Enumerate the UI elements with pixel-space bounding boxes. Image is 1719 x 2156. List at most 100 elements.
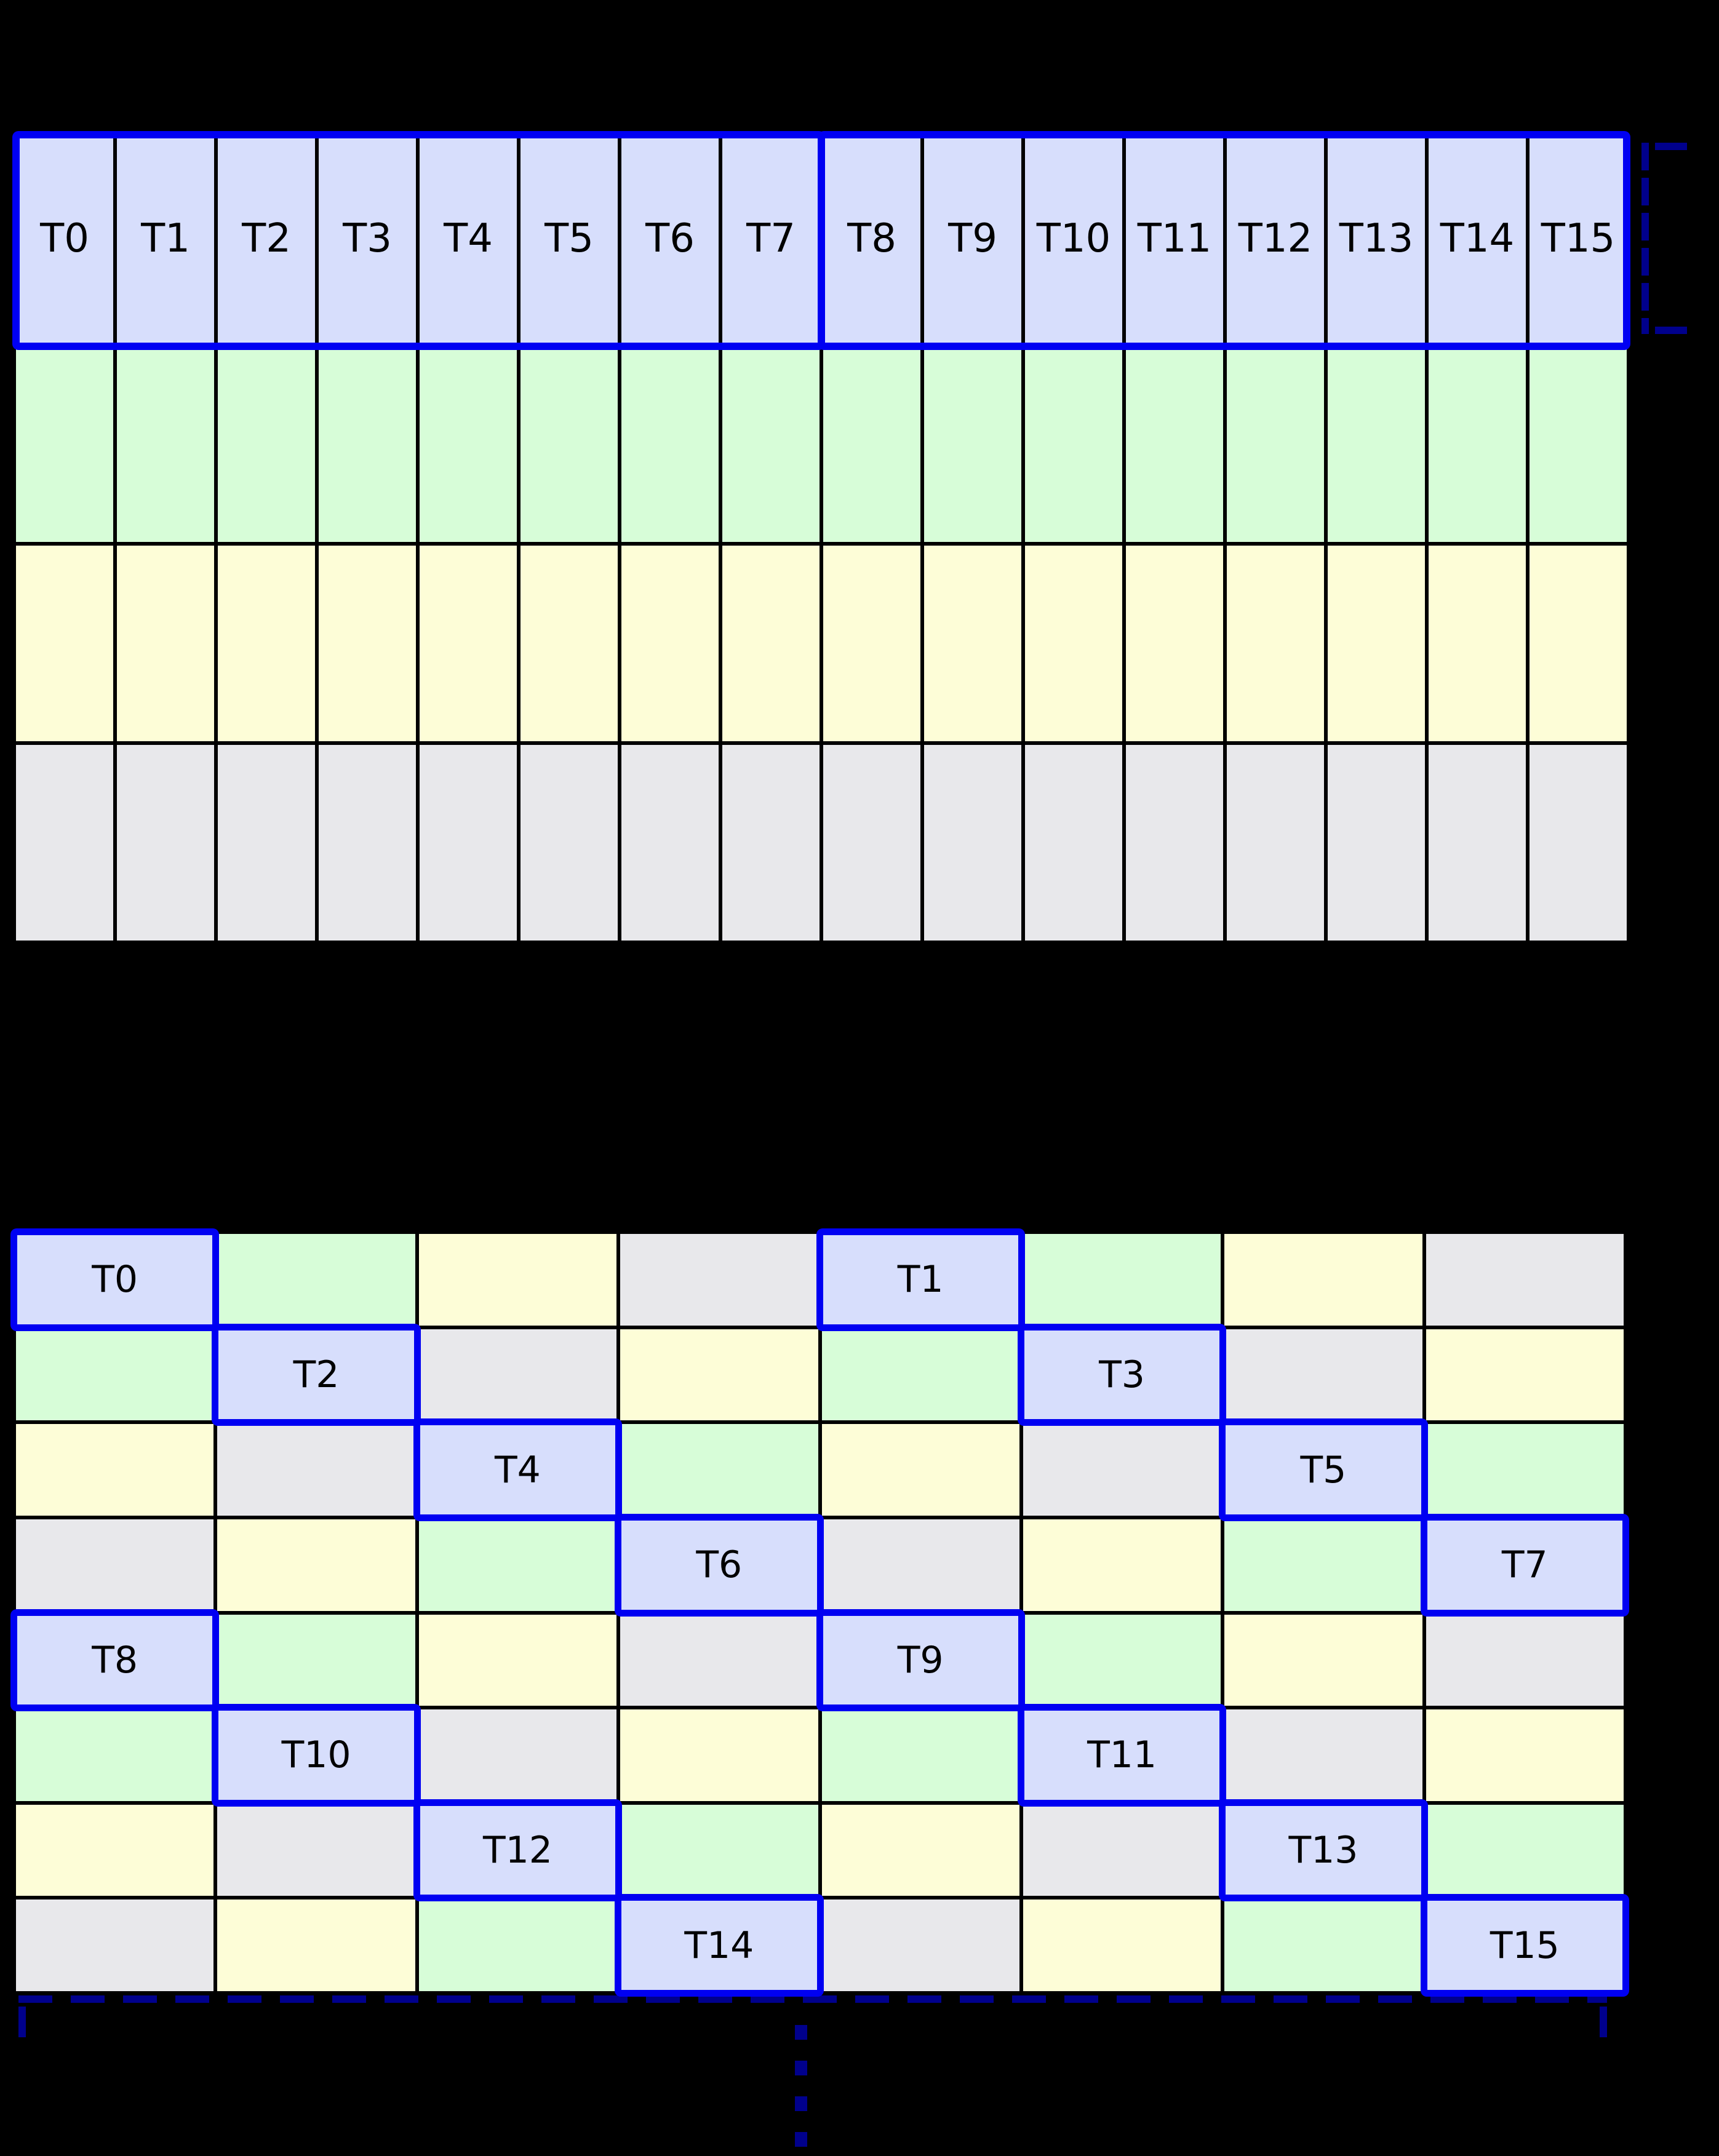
thread-label: T4 xyxy=(444,216,493,261)
memory-cell xyxy=(16,1329,214,1421)
strided-access-table: T0 T1 T2 T3 T4 T5 T6 T7 T8 T9 T10 T11 T12 T13 T14 T15 xyxy=(10,1228,1629,1997)
memory-cell xyxy=(418,1329,617,1421)
thread-label: T2 xyxy=(293,1353,340,1396)
memory-cell xyxy=(823,546,920,741)
thread-cell: T4 xyxy=(413,1418,623,1521)
memory-cell xyxy=(924,346,1021,542)
memory-cell xyxy=(418,1709,617,1801)
memory-cell xyxy=(420,346,517,542)
thread-label: T12 xyxy=(482,1829,552,1872)
thread-label: T11 xyxy=(1087,1733,1157,1777)
thread-label: T10 xyxy=(1036,216,1111,261)
memory-cell xyxy=(418,1519,617,1611)
memory-cell xyxy=(823,346,920,542)
thread-label: T14 xyxy=(684,1923,754,1967)
thread-label: T13 xyxy=(1339,216,1414,261)
thread-cell: T5 xyxy=(520,135,618,343)
memory-cell xyxy=(1023,1804,1221,1896)
thread-label: T11 xyxy=(1137,216,1212,261)
memory-cell xyxy=(621,745,719,941)
thread-label: T10 xyxy=(281,1733,351,1777)
thread-cell: T5 xyxy=(1219,1418,1428,1521)
thread-label: T0 xyxy=(40,216,89,261)
memory-cell xyxy=(418,1899,617,1991)
memory-cell xyxy=(620,1804,818,1896)
memory-cell xyxy=(722,346,820,542)
memory-cell xyxy=(1530,546,1627,741)
thread-label: T1 xyxy=(897,1258,944,1302)
dashed-left-bracket-bottom-arm xyxy=(1655,327,1687,334)
memory-cell xyxy=(1227,745,1324,941)
memory-cell xyxy=(1426,1804,1624,1896)
thread-label: T13 xyxy=(1288,1829,1358,1872)
thread-cell: T7 xyxy=(1420,1513,1629,1617)
memory-cell xyxy=(16,546,113,741)
memory-cell xyxy=(1224,1234,1422,1326)
memory-cell xyxy=(1023,1519,1221,1611)
memory-cell xyxy=(319,546,416,741)
thread-cell: T14 xyxy=(1429,135,1526,343)
thread-cell: T12 xyxy=(1227,135,1324,343)
memory-cell xyxy=(217,1424,415,1516)
memory-cell xyxy=(16,1424,214,1516)
memory-cell xyxy=(1328,546,1425,741)
memory-cell xyxy=(924,745,1021,941)
memory-cell xyxy=(821,1709,1019,1801)
thread-cell: T4 xyxy=(420,135,517,343)
memory-cell xyxy=(420,745,517,941)
thread-cell: T2 xyxy=(218,135,315,343)
memory-cell xyxy=(722,546,820,741)
dashed-span-bracket-right-tick xyxy=(1600,2007,1607,2037)
dashed-span-bracket-left-tick xyxy=(18,2007,26,2037)
thread-cell: T14 xyxy=(615,1894,824,1997)
thread-label: T6 xyxy=(696,1543,743,1587)
memory-cell xyxy=(620,1614,818,1706)
memory-cell xyxy=(821,1899,1019,1991)
memory-cell xyxy=(117,546,214,741)
memory-cell xyxy=(620,1329,818,1421)
memory-cell xyxy=(1224,1899,1422,1991)
thread-cell: T15 xyxy=(1420,1894,1629,1997)
memory-cell xyxy=(217,1804,415,1896)
memory-cell xyxy=(1126,346,1223,542)
memory-cell xyxy=(620,1709,818,1801)
thread-label: T7 xyxy=(1501,1543,1548,1587)
memory-cell xyxy=(1328,346,1425,542)
dashed-left-bracket-icon xyxy=(1641,143,1649,334)
thread-cell: T11 xyxy=(1126,135,1223,343)
thread-cell: T3 xyxy=(1017,1323,1227,1426)
memory-cell xyxy=(1224,1709,1422,1801)
thread-label: T15 xyxy=(1490,1923,1560,1967)
thread-label: T6 xyxy=(645,216,695,261)
thread-cell: T13 xyxy=(1219,1799,1428,1902)
memory-cell xyxy=(823,745,920,941)
thread-label: T15 xyxy=(1541,216,1616,261)
thread-cell: T8 xyxy=(823,135,920,343)
thread-cell: T6 xyxy=(615,1513,824,1617)
thread-cell: T10 xyxy=(1025,135,1122,343)
memory-cell xyxy=(1429,346,1526,542)
memory-cell xyxy=(1426,1234,1624,1326)
thread-cell: T0 xyxy=(10,1228,220,1331)
memory-cell xyxy=(16,346,113,542)
thread-label: T9 xyxy=(948,216,997,261)
memory-cell xyxy=(217,1614,415,1706)
thread-label: T1 xyxy=(141,216,190,261)
thread-cell: T12 xyxy=(413,1799,623,1902)
memory-cell xyxy=(620,1424,818,1516)
thread-cell: T3 xyxy=(319,135,416,343)
memory-cell xyxy=(1426,1709,1624,1801)
memory-cell xyxy=(1224,1614,1422,1706)
memory-cell xyxy=(1025,546,1122,741)
thread-cell: T6 xyxy=(621,135,719,343)
dashed-left-bracket-top-arm xyxy=(1655,143,1687,150)
thread-cell: T11 xyxy=(1017,1704,1227,1807)
memory-cell xyxy=(1227,346,1324,542)
memory-cell xyxy=(924,546,1021,741)
memory-cell xyxy=(1025,346,1122,542)
thread-cell: T0 xyxy=(16,135,113,343)
memory-cell xyxy=(1429,546,1526,741)
coalesced-grid: T0 T1 T2 T3 T4 T5 T6 T7 T8 T9 T10 T11 T12 T13 T14 T15 xyxy=(12,131,1630,944)
memory-cell xyxy=(821,1519,1019,1611)
